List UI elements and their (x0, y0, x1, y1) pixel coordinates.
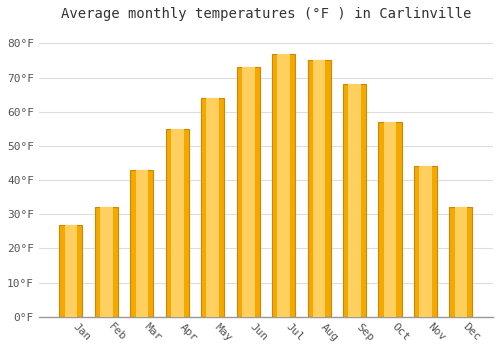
Bar (95, 208, 118, 317)
Bar (130, 170, 154, 317)
Bar (348, 84, 361, 317)
Bar (64, 224, 78, 317)
Bar (308, 61, 330, 317)
Bar (201, 98, 224, 317)
Bar (100, 208, 113, 317)
Bar (384, 122, 396, 317)
Bar (236, 67, 260, 317)
Bar (378, 122, 402, 317)
Bar (206, 98, 219, 317)
Title: Average monthly temperatures (°F ) in Carlinville: Average monthly temperatures (°F ) in Ca… (60, 7, 471, 21)
Bar (171, 129, 183, 317)
Bar (313, 61, 326, 317)
Bar (242, 67, 254, 317)
Bar (272, 54, 295, 317)
Bar (343, 84, 366, 317)
Bar (60, 224, 82, 317)
Bar (414, 166, 437, 317)
Bar (454, 208, 467, 317)
Bar (136, 170, 148, 317)
Bar (166, 129, 189, 317)
Bar (450, 208, 472, 317)
Bar (278, 54, 290, 317)
Bar (419, 166, 432, 317)
